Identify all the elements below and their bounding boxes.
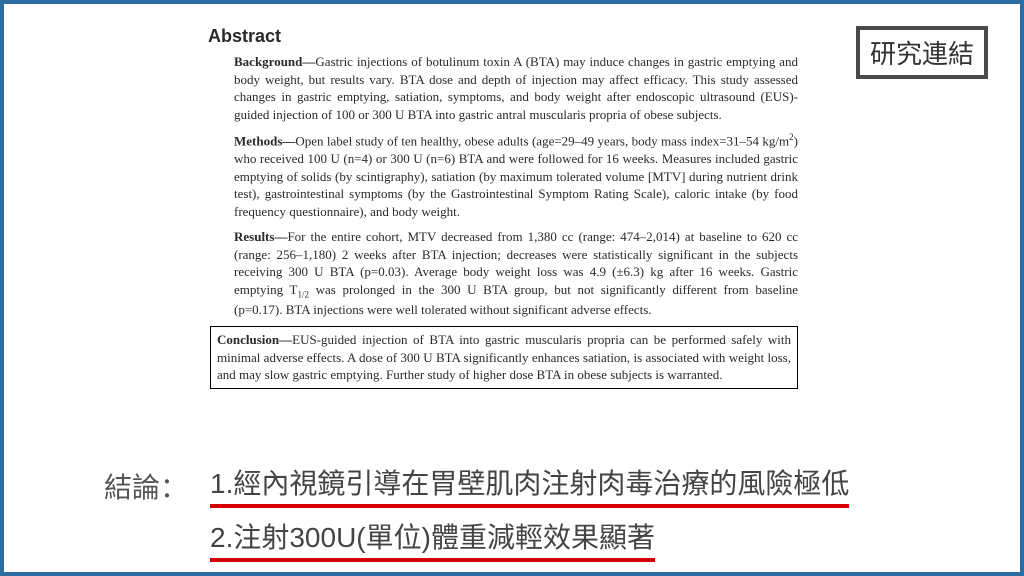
summary-line-2: 2.注射300U(單位)體重減輕效果顯著 <box>210 520 655 562</box>
conclusion-label: Conclusion— <box>217 332 292 347</box>
results-sub: 1/2 <box>297 289 309 299</box>
results-text-post: was prolonged in the 300 U BTA group, bu… <box>234 282 798 317</box>
summary-label: 結論： <box>104 466 204 506</box>
methods-text-pre: Open label study of ten healthy, obese a… <box>295 134 789 149</box>
summary-row-1: 結論： 1.經內視鏡引導在胃壁肌肉注射肉毒治療的風險極低 <box>104 466 964 508</box>
summary-area: 結論： 1.經內視鏡引導在胃壁肌肉注射肉毒治療的風險極低 2.注射300U(單位… <box>104 466 964 574</box>
abstract-results: Results—For the entire cohort, MTV decre… <box>208 228 798 318</box>
abstract-conclusion-box: Conclusion—EUS-guided injection of BTA i… <box>210 326 798 389</box>
abstract-block: Abstract Background—Gastric injections o… <box>208 26 798 397</box>
research-link-button[interactable]: 研究連結 <box>856 26 988 79</box>
methods-label: Methods— <box>234 134 295 149</box>
summary-row-2: 2.注射300U(單位)體重減輕效果顯著 <box>104 520 964 562</box>
abstract-background: Background—Gastric injections of botulin… <box>208 53 798 123</box>
research-link-label: 研究連結 <box>870 39 974 69</box>
background-label: Background— <box>234 54 315 69</box>
abstract-methods: Methods—Open label study of ten healthy,… <box>208 131 798 220</box>
summary-line-1: 1.經內視鏡引導在胃壁肌肉注射肉毒治療的風險極低 <box>210 466 849 508</box>
results-label: Results— <box>234 229 287 244</box>
background-text: Gastric injections of botulinum toxin A … <box>234 54 798 122</box>
abstract-title: Abstract <box>208 26 798 47</box>
conclusion-text: EUS-guided injection of BTA into gastric… <box>217 332 791 382</box>
